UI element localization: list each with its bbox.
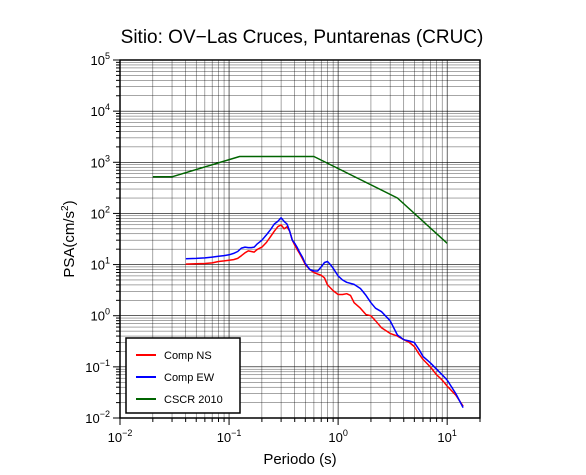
legend-label: Comp EW [164, 372, 215, 384]
x-tick-labels: 10−2 10−1 100 101 [108, 428, 457, 445]
x-tick-label: 101 [437, 428, 456, 445]
series-line-comp-ew [185, 217, 464, 408]
y-axis-label: PSA(cm/s2) [60, 200, 78, 277]
x-tick-label: 10−2 [108, 428, 133, 445]
y-tick-label: 10−2 [85, 409, 110, 426]
x-tick-label: 10−1 [217, 428, 242, 445]
series-group [152, 155, 464, 408]
chart-title: Sitio: OV−Las Cruces, Puntarenas (CRUC) [121, 27, 484, 48]
y-tick-labels: 10−2 10−1 100 101 102 103 104 105 [85, 51, 110, 426]
y-tick-label: 101 [91, 256, 110, 273]
y-tick-label: 103 [91, 153, 110, 170]
plot-frame [119, 59, 481, 419]
y-axis-label-end: ) [61, 200, 78, 205]
y-axis-label-main: PSA(cm/s [61, 211, 78, 278]
y-axis-label-superscript: 2 [60, 205, 71, 211]
y-tick-label: 104 [91, 102, 110, 119]
x-axis-label: Periodo (s) [263, 451, 336, 468]
x-tick-label: 100 [328, 428, 347, 445]
legend: Comp NS Comp EW CSCR 2010 [125, 337, 241, 414]
legend-label: Comp NS [164, 350, 212, 362]
y-tick-label: 10−1 [85, 358, 110, 375]
grid [119, 59, 481, 419]
y-tick-label: 100 [91, 307, 110, 324]
legend-box [125, 337, 241, 414]
legend-label: CSCR 2010 [164, 394, 223, 406]
y-tick-label: 105 [91, 51, 110, 68]
series-line-cscr-2010 [152, 155, 448, 244]
axis-ticks [113, 59, 481, 425]
y-tick-label: 102 [91, 204, 110, 221]
